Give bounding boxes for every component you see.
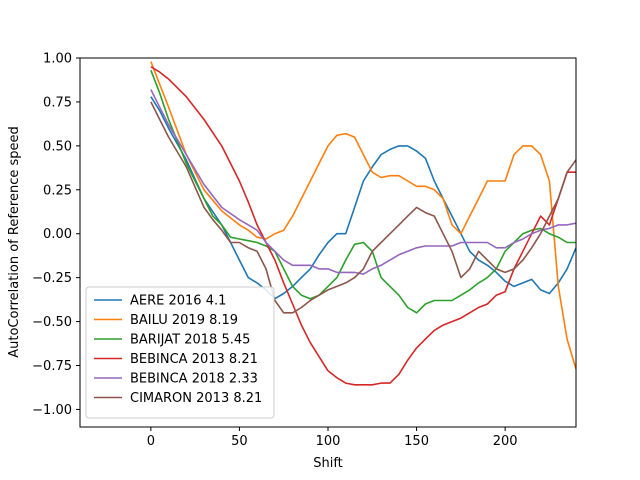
legend: AERE 2016 4.1 BAILU 2019 8.19 BARIJAT 2018…: [85, 286, 275, 419]
series-layer: [150, 61, 576, 386]
y-tick-label: 0.00: [43, 227, 72, 242]
series-line-5: [150, 89, 576, 275]
y-tick-label: 0.25: [43, 183, 72, 198]
legend-label: AERE 2016 4.1: [130, 294, 226, 309]
x-tick-label: 200: [493, 434, 518, 449]
x-tick-label: 50: [231, 434, 248, 449]
series-line-1: [150, 96, 576, 300]
y-tick-label: −0.75: [32, 359, 72, 374]
series-line-6: [150, 101, 576, 314]
legend-label: CIMARON 2013 8.21: [130, 391, 262, 406]
legend-label: BAILU 2019 8.19: [130, 313, 238, 328]
x-tick-label: 100: [316, 434, 341, 449]
series-line-2: [150, 61, 576, 370]
legend-label: BEBINCA 2018 2.33: [130, 372, 258, 387]
y-axis-label: AutoCorrelation of Reference speed: [7, 126, 22, 358]
legend-label: BEBINCA 2013 8.21: [130, 352, 258, 367]
y-tick-label: −1.00: [32, 403, 72, 418]
series-line-4: [150, 66, 576, 386]
legend-box: [85, 286, 275, 419]
y-tick-label: 0.50: [43, 139, 72, 154]
series-line-3: [150, 70, 576, 314]
x-tick-label: 0: [147, 434, 155, 449]
legend-label: BARIJAT 2018 5.45: [130, 333, 250, 348]
y-tick-label: 1.00: [43, 52, 72, 67]
y-tick-label: −0.50: [32, 315, 72, 330]
x-tick-label: 150: [404, 434, 429, 449]
x-axis-label: Shift: [313, 456, 343, 471]
y-tick-label: −0.25: [32, 271, 72, 286]
x-axis-ticks: 0 50 100 150 200: [147, 427, 518, 449]
y-tick-label: 0.75: [43, 95, 72, 110]
y-axis-ticks: −1.00 −0.75 −0.50 −0.25 0.00 0.25 0.50 0.75 1.00: [32, 52, 80, 418]
